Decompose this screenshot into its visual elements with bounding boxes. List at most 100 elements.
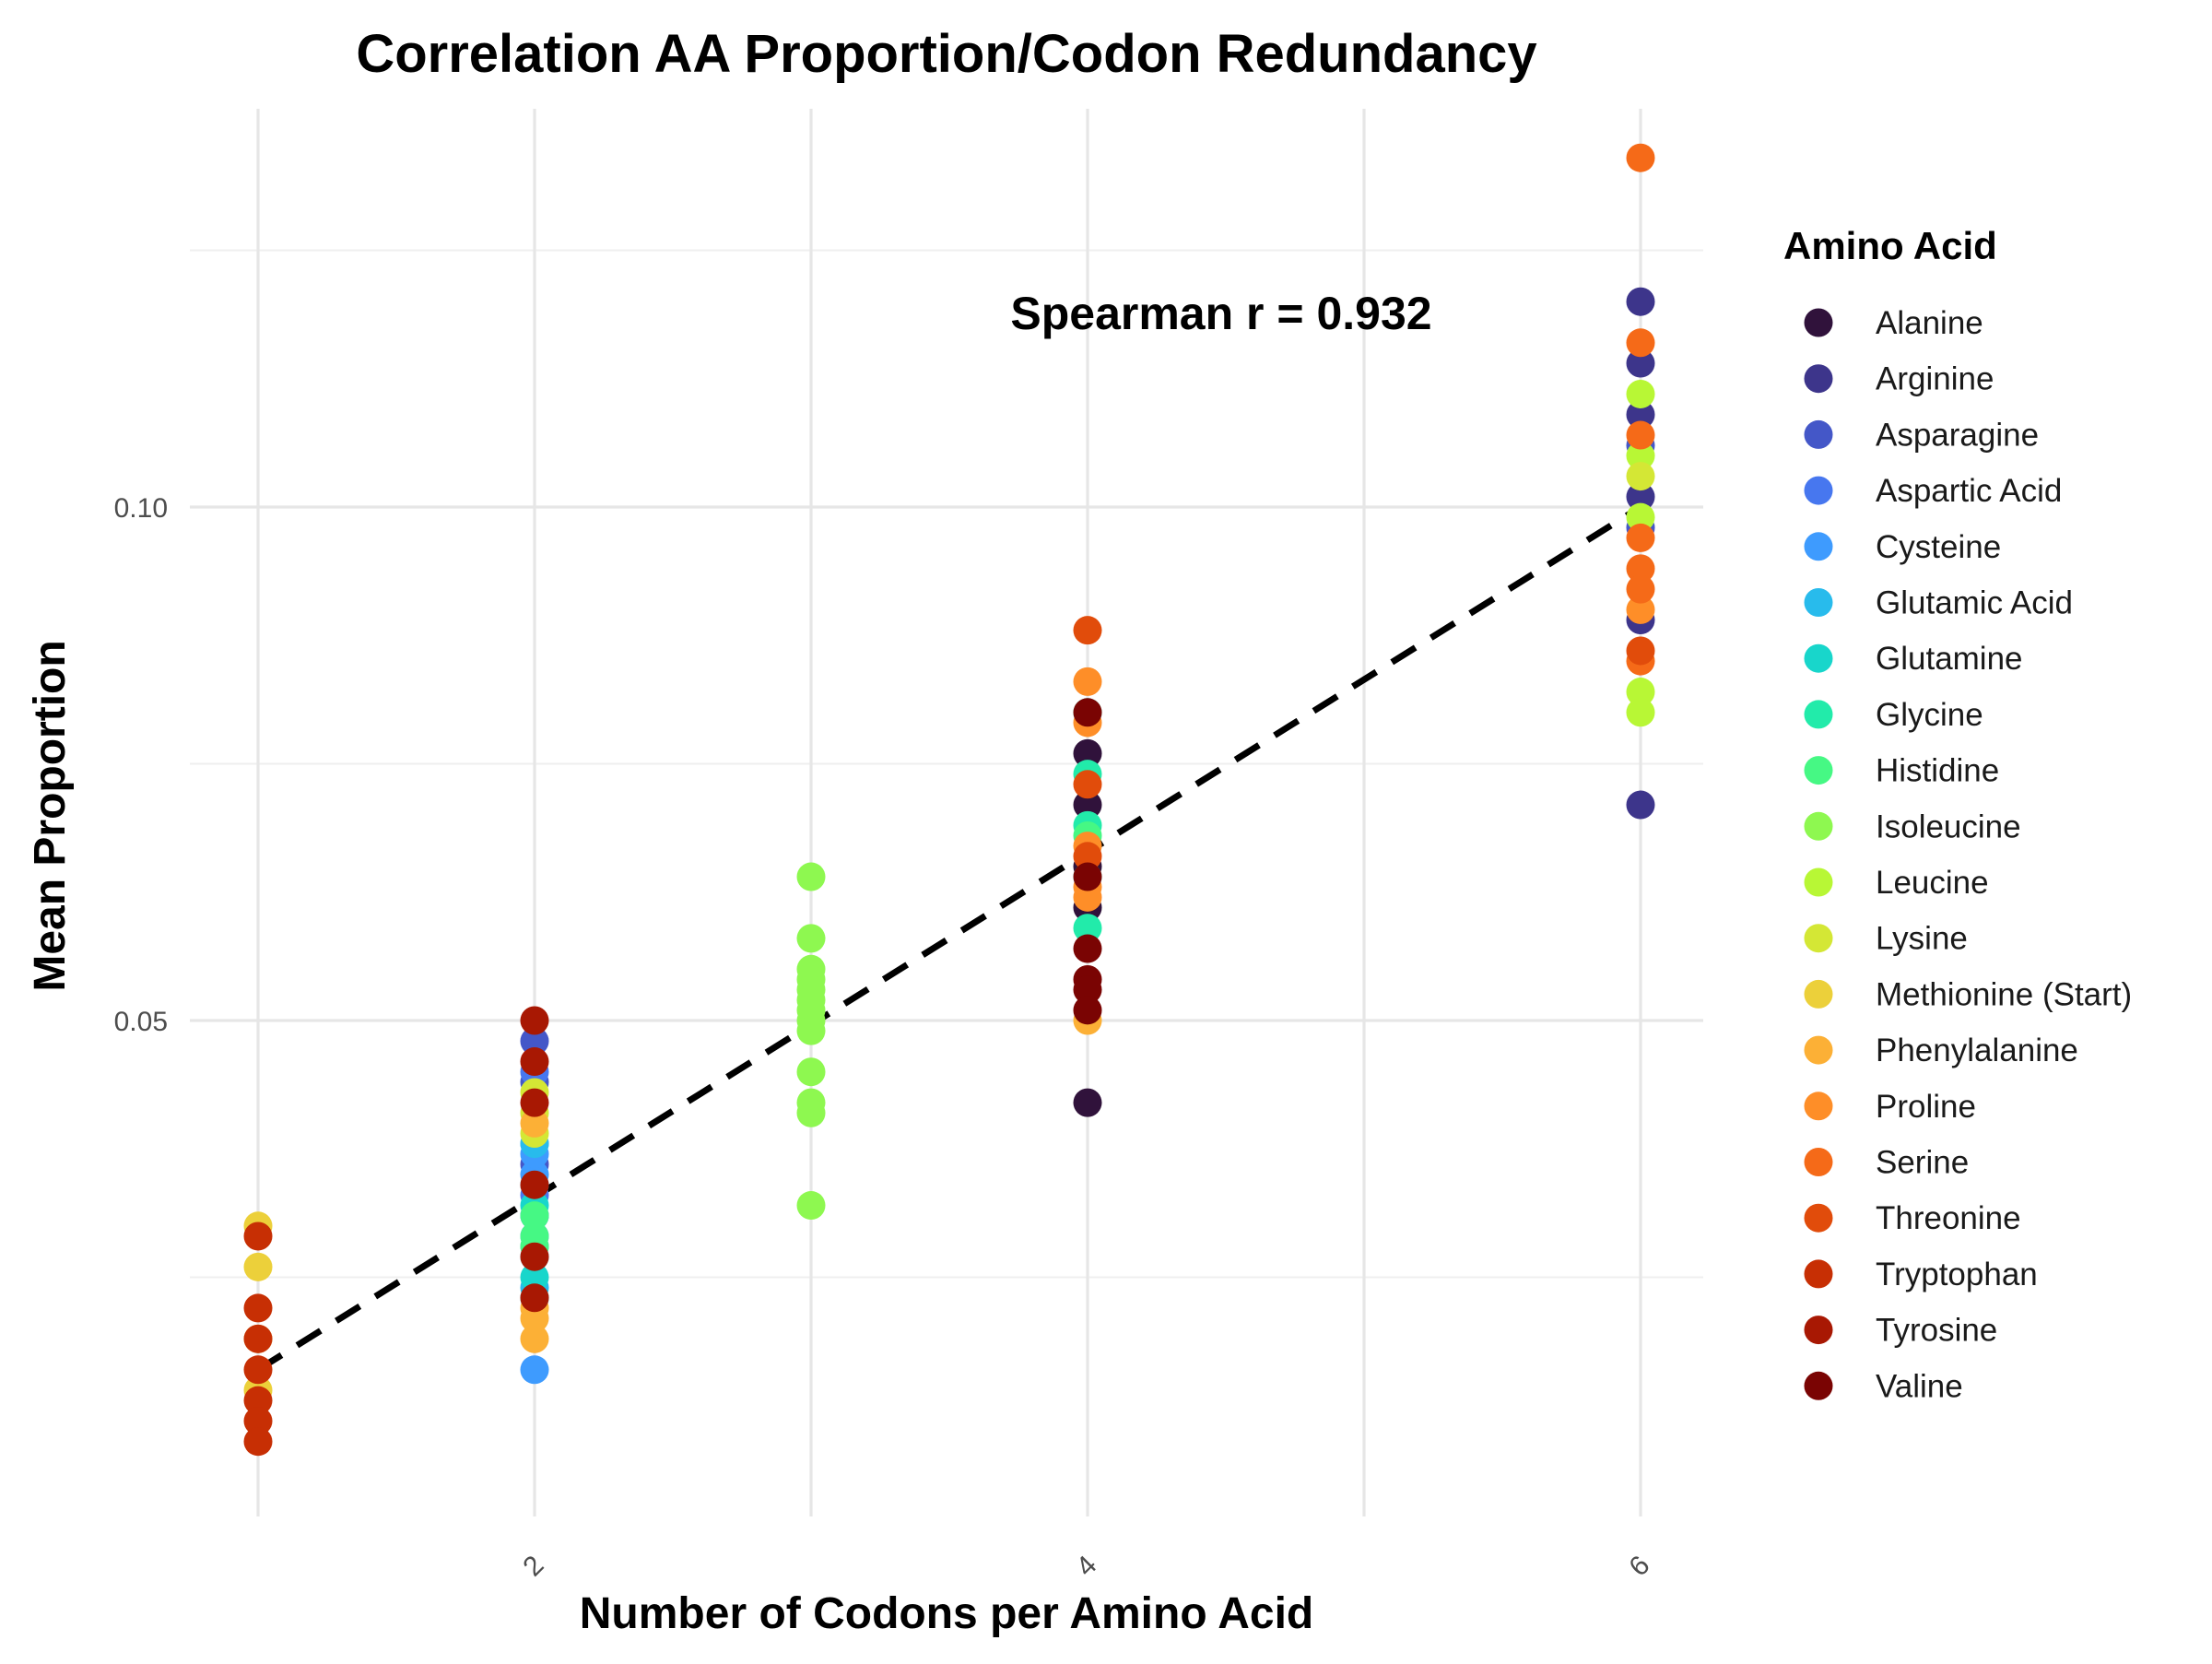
- data-point: [243, 1427, 273, 1457]
- data-point: [243, 1386, 273, 1415]
- data-point: [520, 1170, 549, 1199]
- legend-label: Glutamine: [1876, 641, 2023, 677]
- legend-swatch: [1804, 1035, 1833, 1065]
- data-point: [520, 1304, 549, 1333]
- data-point: [520, 1201, 549, 1231]
- data-point: [1073, 698, 1102, 727]
- data-point: [1073, 738, 1102, 768]
- data-point: [1073, 616, 1102, 645]
- data-point: [1626, 420, 1655, 450]
- legend-swatch: [1804, 924, 1833, 953]
- legend-title: Amino Acid: [1783, 224, 1997, 267]
- legend-label: Methionine (Start): [1876, 976, 2132, 1012]
- legend-item: Proline: [1804, 1089, 1976, 1125]
- y-tick-label: 0.05: [114, 1007, 168, 1037]
- data-point: [1073, 975, 1102, 1005]
- data-point: [1626, 400, 1655, 430]
- data-point: [520, 1242, 549, 1271]
- data-point: [1073, 914, 1102, 943]
- data-point: [520, 1263, 549, 1292]
- data-point: [1073, 862, 1102, 891]
- data-point: [520, 1006, 549, 1035]
- legend-label: Proline: [1876, 1089, 1976, 1125]
- data-point: [1626, 379, 1655, 408]
- legend-items: Alanine Arginine Asparagine Aspartic Acid Cy…: [1804, 305, 2132, 1404]
- data-point: [243, 1221, 273, 1251]
- legend-item: Lysine: [1804, 921, 1968, 957]
- data-point: [796, 924, 826, 953]
- legend-item: Glutamic Acid: [1804, 585, 2073, 621]
- data-point: [1626, 790, 1655, 820]
- data-point: [1626, 523, 1655, 552]
- data-point: [243, 1293, 273, 1323]
- data-point: [1626, 595, 1655, 624]
- legend-swatch: [1804, 756, 1833, 785]
- legend-item: Alanine: [1804, 305, 1983, 341]
- legend-item: Methionine (Start): [1804, 976, 2132, 1012]
- data-point: [1626, 462, 1655, 491]
- legend-swatch: [1804, 308, 1833, 337]
- legend-swatch: [1804, 1148, 1833, 1176]
- data-point: [796, 862, 826, 891]
- legend-item: Isoleucine: [1804, 808, 2021, 844]
- data-point: [1073, 1088, 1102, 1117]
- legend-swatch: [1804, 364, 1833, 394]
- data-point: [1626, 554, 1655, 584]
- data-point: [1626, 482, 1655, 512]
- legend: Amino Acid Alanine Arginine Asparagine Aspa…: [1783, 224, 2132, 1404]
- legend-item: Asparagine: [1804, 417, 2039, 453]
- data-point: [796, 1191, 826, 1221]
- legend-label: Threonine: [1876, 1200, 2021, 1236]
- legend-swatch: [1804, 532, 1833, 561]
- data-point: [243, 1355, 273, 1385]
- legend-label: Arginine: [1876, 361, 1994, 397]
- data-point: [1073, 996, 1102, 1025]
- data-point: [520, 1355, 549, 1385]
- data-point: [243, 1252, 273, 1281]
- x-axis-title: Number of Codons per Amino Acid: [580, 1589, 1313, 1638]
- legend-swatch: [1804, 1371, 1833, 1400]
- data-point: [520, 1088, 549, 1117]
- data-point: [1626, 636, 1655, 666]
- legend-swatch: [1804, 1203, 1833, 1233]
- trend-line: [256, 504, 1642, 1373]
- data-point: [243, 1406, 273, 1435]
- legend-item: Threonine: [1804, 1200, 2021, 1236]
- data-point: [796, 1016, 826, 1045]
- data-point: [796, 1098, 826, 1127]
- legend-label: Isoleucine: [1876, 808, 2021, 844]
- legend-label: Serine: [1876, 1145, 1969, 1181]
- legend-item: Glycine: [1804, 697, 1983, 733]
- y-tick-label: 0.10: [114, 493, 168, 524]
- data-point: [1626, 287, 1655, 316]
- legend-swatch: [1804, 643, 1833, 673]
- data-point: [1073, 770, 1102, 799]
- legend-item: Histidine: [1804, 753, 1999, 789]
- data-point: [1626, 698, 1655, 727]
- legend-label: Alanine: [1876, 305, 1983, 341]
- chart-title: Correlation AA Proportion/Codon Redundan…: [356, 24, 1536, 84]
- data-point: [1073, 882, 1102, 912]
- data-point: [1073, 790, 1102, 820]
- legend-item: Cysteine: [1804, 529, 2001, 565]
- legend-swatch: [1804, 476, 1833, 505]
- legend-swatch: [1804, 867, 1833, 897]
- legend-label: Leucine: [1876, 865, 1989, 901]
- legend-label: Glutamic Acid: [1876, 585, 2073, 621]
- data-point: [796, 1057, 826, 1087]
- legend-swatch: [1804, 979, 1833, 1009]
- legend-label: Tryptophan: [1876, 1257, 2038, 1292]
- legend-swatch: [1804, 1316, 1833, 1345]
- legend-label: Histidine: [1876, 753, 1999, 789]
- legend-swatch: [1804, 700, 1833, 729]
- data-point: [1626, 348, 1655, 378]
- data-point: [1626, 678, 1655, 707]
- data-point: [1073, 842, 1102, 871]
- legend-label: Cysteine: [1876, 529, 2001, 565]
- legend-swatch: [1804, 1259, 1833, 1289]
- data-point: [520, 1324, 549, 1353]
- y-axis-title: Mean Proportion: [26, 640, 75, 991]
- legend-item: Valine: [1804, 1368, 1963, 1404]
